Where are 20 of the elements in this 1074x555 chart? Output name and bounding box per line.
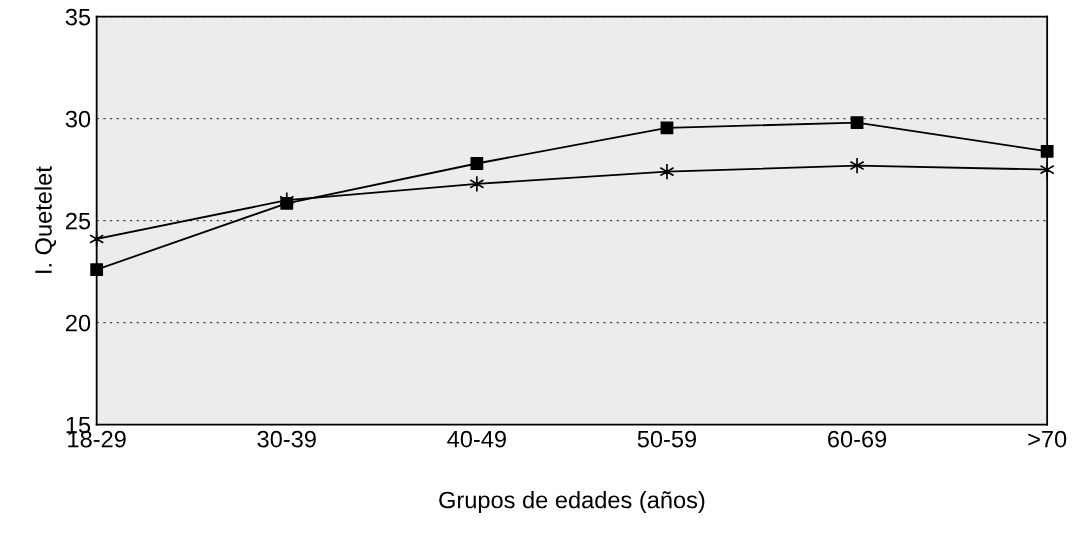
point bbox=[469, 175, 485, 193]
x-tick-label: 60-69 bbox=[828, 430, 887, 448]
y-axis-title: I. Quetelet bbox=[34, 166, 57, 273]
x-tick-label: 50-59 bbox=[637, 430, 697, 448]
point bbox=[660, 121, 674, 135]
x-tick-label: 30-39 bbox=[257, 430, 316, 448]
point bbox=[1039, 161, 1055, 179]
point bbox=[849, 157, 865, 175]
point bbox=[90, 263, 104, 276]
x-tick-label: >70 bbox=[1028, 430, 1067, 448]
y-tick-label: 25 bbox=[66, 212, 91, 230]
y-tick-label: 35 bbox=[65, 8, 91, 26]
y-tick-label: 20 bbox=[66, 314, 91, 332]
point bbox=[470, 157, 484, 170]
point bbox=[850, 116, 864, 130]
point bbox=[1040, 144, 1054, 158]
x-tick-label: 40-49 bbox=[447, 430, 506, 448]
y-tick-label: 30 bbox=[65, 110, 91, 128]
point bbox=[659, 163, 675, 181]
x-axis-title: Grupos de edades (años) bbox=[439, 491, 705, 514]
